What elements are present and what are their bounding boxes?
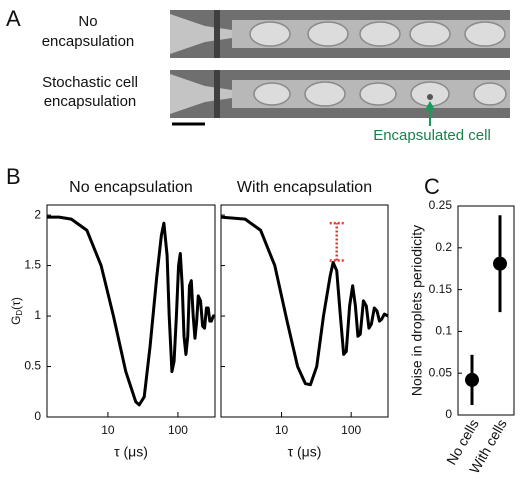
micrograph bbox=[170, 10, 510, 58]
y-tick-label: 0 bbox=[34, 409, 41, 423]
plot-frame bbox=[46, 204, 216, 418]
x-axis-label: τ (μs) bbox=[288, 444, 322, 460]
x-tick-label: 100 bbox=[341, 423, 361, 437]
chart-title: With encapsulation bbox=[237, 179, 372, 196]
y-tick-label: 2 bbox=[34, 207, 41, 221]
annotation: Encapsulated cell bbox=[373, 127, 491, 144]
x-tick-label: 100 bbox=[168, 423, 188, 437]
point bbox=[493, 256, 507, 271]
y-axis-label-part: (τ) bbox=[9, 297, 23, 310]
row-label: No bbox=[78, 13, 97, 30]
chart-title: No encapsulation bbox=[69, 179, 193, 196]
line-series bbox=[47, 215, 215, 407]
row-label: encapsulation bbox=[44, 93, 137, 110]
panel-label: B bbox=[6, 164, 21, 189]
y-tick-label: 0.15 bbox=[429, 282, 453, 296]
y-tick-label: 0.05 bbox=[429, 365, 453, 379]
y-tick-label: 0.5 bbox=[24, 359, 41, 373]
x-tick-label: 10 bbox=[275, 423, 289, 437]
line-series bbox=[220, 215, 389, 387]
arrow-head bbox=[425, 101, 435, 110]
y-tick-label: 1 bbox=[34, 308, 41, 322]
y-axis-label: GD(τ) bbox=[9, 297, 24, 325]
row-label: Stochastic cell bbox=[42, 74, 138, 91]
panel-label: C bbox=[424, 174, 440, 199]
y-tick-label: 0.2 bbox=[435, 240, 452, 254]
panel-label: A bbox=[6, 6, 21, 31]
y-tick-label: 0.1 bbox=[435, 324, 452, 338]
row-label: encapsulation bbox=[42, 33, 135, 50]
y-tick-label: 0 bbox=[445, 407, 452, 421]
plot-frame bbox=[457, 205, 515, 416]
x-axis-label: τ (μs) bbox=[114, 444, 148, 460]
x-tick-label: 10 bbox=[101, 423, 115, 437]
plot-frame bbox=[220, 204, 389, 418]
y-tick-label: 1.5 bbox=[24, 258, 41, 272]
micrograph bbox=[170, 70, 510, 118]
point bbox=[465, 372, 479, 387]
y-axis-label: Noise in droplets periodicity bbox=[409, 225, 425, 396]
y-axis-label-part: G bbox=[9, 316, 23, 325]
y-tick-label: 0.25 bbox=[429, 198, 453, 212]
y-axis-label-part: D bbox=[15, 310, 24, 316]
